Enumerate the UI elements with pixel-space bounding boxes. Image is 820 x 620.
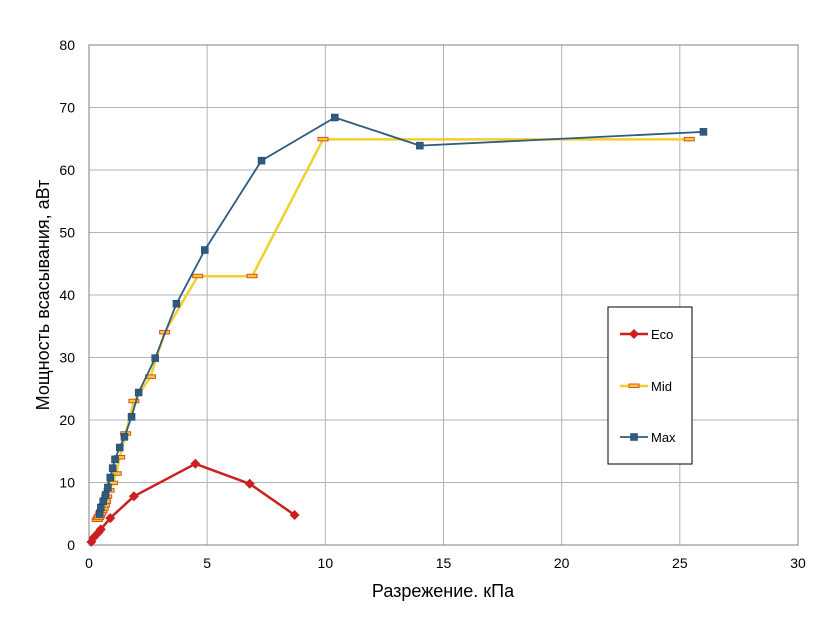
x-tick-label: 25 [672,555,688,571]
series-eco [86,458,300,547]
data-point-eco [190,458,201,469]
y-axis-ticks: 0 10 20 30 40 50 60 70 80 [59,37,75,553]
y-tick-label: 20 [59,412,75,428]
data-point-max [127,413,136,421]
data-point-mid [192,273,204,279]
series-layer [86,113,708,547]
y-axis-title: Мощность всасывания, аВт [33,180,53,411]
x-axis-ticks: 0 5 10 15 20 25 30 [85,555,806,571]
legend: Eco Mid Max [607,306,693,465]
data-point-max [99,497,107,505]
data-point-max [201,246,209,254]
data-point-max [111,455,119,464]
y-tick-label: 70 [59,100,75,116]
y-tick-label: 40 [59,287,75,303]
x-tick-label: 30 [790,555,806,571]
legend-label-eco: Eco [651,327,673,342]
x-tick-label: 20 [554,555,570,571]
data-point-eco [95,524,106,535]
y-tick-label: 30 [59,350,75,366]
data-point-mid [683,136,695,142]
data-point-eco [105,513,116,524]
x-tick-label: 0 [85,555,93,571]
data-point-max [101,491,110,499]
data-point-max [699,128,708,136]
data-point-max [104,483,112,492]
data-point-eco [244,478,255,489]
data-point-max [172,300,181,308]
y-tick-label: 50 [59,225,75,241]
data-point-mid [128,398,140,404]
data-point-max [120,433,129,441]
data-point-mid [317,136,329,142]
legend-label-mid: Mid [651,379,672,394]
data-point-max [95,510,104,518]
data-point-max [108,464,117,472]
y-tick-label: 80 [59,37,75,53]
plot-frame [88,44,799,546]
x-tick-label: 15 [436,555,452,571]
data-point-max [97,503,105,512]
x-axis-title: Разрежение. кПа [372,581,515,601]
legend-marker-eco [629,329,639,339]
data-point-max [106,473,115,482]
y-tick-label: 10 [59,475,75,491]
data-point-max [257,156,266,165]
legend-label-max: Max [651,430,676,445]
data-point-max [151,354,159,362]
y-tick-label: 0 [67,537,75,553]
data-point-eco [128,491,139,502]
data-point-max [416,141,424,150]
series-max [95,113,708,518]
y-tick-label: 60 [59,162,75,178]
legend-marker-max [630,433,638,441]
data-point-eco [289,510,300,520]
data-point-max [331,113,339,122]
data-point-max [134,388,143,397]
data-point-mid [246,273,258,279]
x-tick-label: 5 [203,555,211,571]
gridlines [89,45,798,545]
data-point-max [115,443,124,452]
x-tick-label: 10 [318,555,334,571]
legend-marker-mid [628,383,640,388]
